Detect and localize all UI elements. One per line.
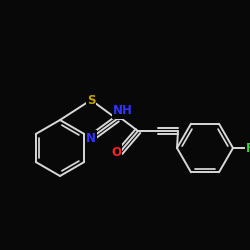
Text: N: N bbox=[86, 132, 96, 144]
Text: O: O bbox=[111, 146, 121, 158]
Text: F: F bbox=[246, 142, 250, 154]
Text: NH: NH bbox=[113, 104, 133, 118]
Text: S: S bbox=[87, 94, 95, 106]
